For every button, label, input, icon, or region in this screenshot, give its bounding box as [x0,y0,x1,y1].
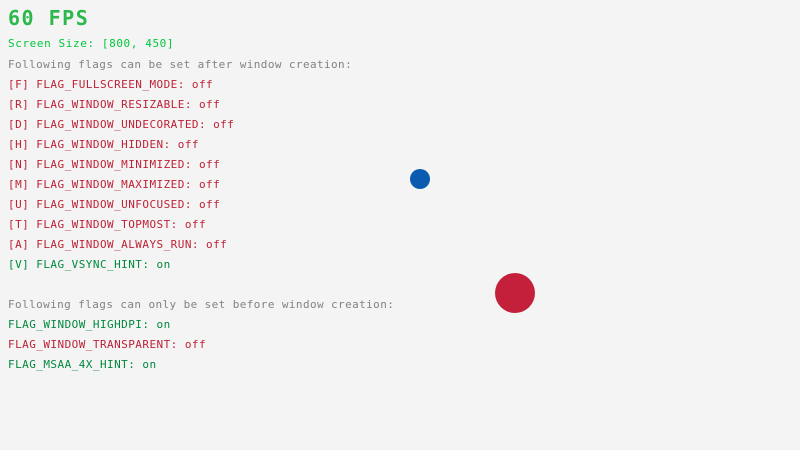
flag-row-flag-window-transparent[interactable]: FLAG_WINDOW_TRANSPARENT: off [8,338,207,351]
flag-row-flag-window-undecorated[interactable]: [D] FLAG_WINDOW_UNDECORATED: off [8,118,235,131]
red-ball [495,273,535,313]
creation-flags-heading: Following flags can only be set before w… [8,298,395,311]
fps-counter: 60 FPS [8,6,90,30]
flag-row-flag-msaa-4x-hint[interactable]: FLAG_MSAA_4X_HINT: on [8,358,157,371]
flag-row-flag-window-topmost[interactable]: [T] FLAG_WINDOW_TOPMOST: off [8,218,207,231]
flag-row-flag-window-highdpi[interactable]: FLAG_WINDOW_HIGHDPI: on [8,318,171,331]
flag-row-flag-vsync-hint[interactable]: [V] FLAG_VSYNC_HINT: on [8,258,171,271]
flag-row-flag-window-hidden[interactable]: [H] FLAG_WINDOW_HIDDEN: off [8,138,199,151]
flag-row-flag-window-minimized[interactable]: [N] FLAG_WINDOW_MINIMIZED: off [8,158,221,171]
blue-ball [410,169,430,189]
flag-row-flag-window-resizable[interactable]: [R] FLAG_WINDOW_RESIZABLE: off [8,98,221,111]
runtime-flags-heading: Following flags can be set after window … [8,58,353,71]
flag-row-flag-window-always-run[interactable]: [A] FLAG_WINDOW_ALWAYS_RUN: off [8,238,228,251]
flag-row-flag-window-maximized[interactable]: [M] FLAG_WINDOW_MAXIMIZED: off [8,178,221,191]
flag-row-flag-fullscreen-mode[interactable]: [F] FLAG_FULLSCREEN_MODE: off [8,78,214,91]
screen-size-label: Screen Size: [800, 450] [8,37,175,50]
flag-row-flag-window-unfocused[interactable]: [U] FLAG_WINDOW_UNFOCUSED: off [8,198,221,211]
